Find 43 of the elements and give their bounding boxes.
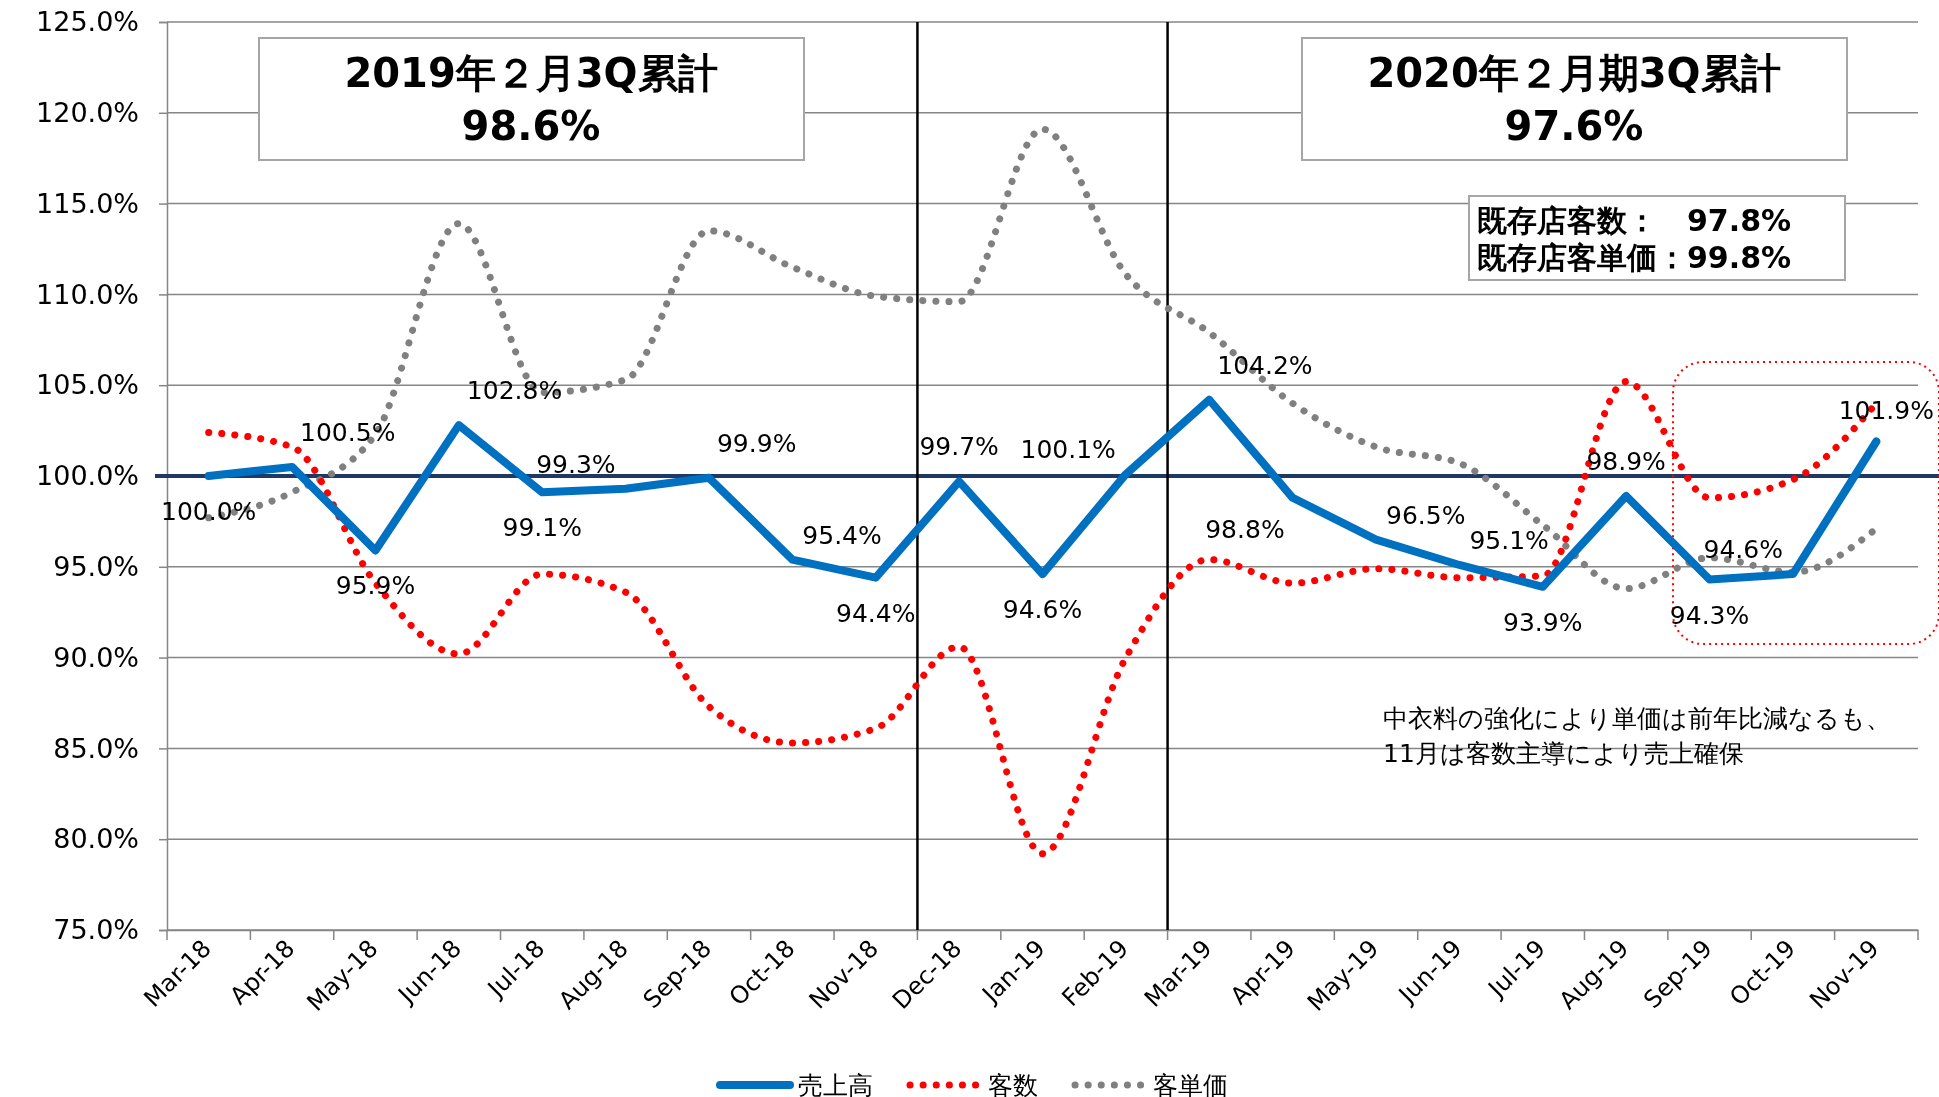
- data-label: 95.9%: [335, 571, 416, 601]
- data-label: 98.8%: [1205, 514, 1285, 544]
- data-label: 94.4%: [836, 598, 916, 628]
- data-label: 94.6%: [1002, 595, 1083, 625]
- y-tick-label: 75.0%: [53, 914, 139, 946]
- annotation: 98.6%: [461, 103, 601, 149]
- y-tick-label: 125.0%: [36, 6, 139, 38]
- data-label: 99.1%: [502, 513, 582, 543]
- y-tick-label: 95.0%: [53, 550, 139, 582]
- y-tick-label: 80.0%: [53, 823, 139, 855]
- annotation: 中衣料の強化により単価は前年比減なるも、: [1383, 704, 1891, 733]
- annotation: 2020年２月期3Q累計: [1367, 50, 1781, 96]
- y-tick-label: 110.0%: [36, 278, 139, 310]
- legend-label: 客単価: [1153, 1071, 1228, 1097]
- legend-label: 売上高: [798, 1071, 873, 1097]
- data-label: 96.5%: [1386, 500, 1466, 530]
- data-label: 100.5%: [300, 417, 396, 447]
- y-tick-label: 120.0%: [36, 96, 139, 128]
- y-tick-label: 100.0%: [36, 460, 139, 492]
- annotation: 97.6%: [1504, 103, 1644, 149]
- data-label: 94.3%: [1669, 600, 1750, 630]
- data-label: 99.7%: [919, 432, 999, 462]
- y-tick-label: 105.0%: [36, 369, 139, 401]
- data-label: 100.1%: [1020, 435, 1116, 465]
- legend-label: 客数: [988, 1071, 1038, 1097]
- data-label: 100.0%: [161, 497, 257, 526]
- data-label: 95.4%: [802, 520, 882, 550]
- y-tick-label: 115.0%: [36, 187, 139, 219]
- data-label: 98.9%: [1586, 446, 1666, 476]
- data-label: 102.8%: [466, 376, 563, 406]
- annotation: 既存店客数： 97.8%: [1477, 203, 1792, 238]
- data-label: 99.3%: [536, 449, 616, 479]
- data-label: 101.9%: [1838, 396, 1934, 426]
- annotation: 11月は客数主導により売上確保: [1383, 739, 1744, 768]
- data-label: 104.2%: [1217, 350, 1313, 380]
- data-label: 95.1%: [1469, 525, 1549, 555]
- y-tick-label: 90.0%: [53, 641, 139, 673]
- annotation: 既存店客単価：99.8%: [1477, 240, 1792, 275]
- data-label: 93.9%: [1503, 607, 1583, 637]
- data-label: 94.6%: [1703, 535, 1783, 565]
- annotation: 2019年２月3Q累計: [344, 50, 718, 96]
- y-tick-label: 85.0%: [53, 732, 139, 764]
- data-label: 99.9%: [716, 428, 797, 458]
